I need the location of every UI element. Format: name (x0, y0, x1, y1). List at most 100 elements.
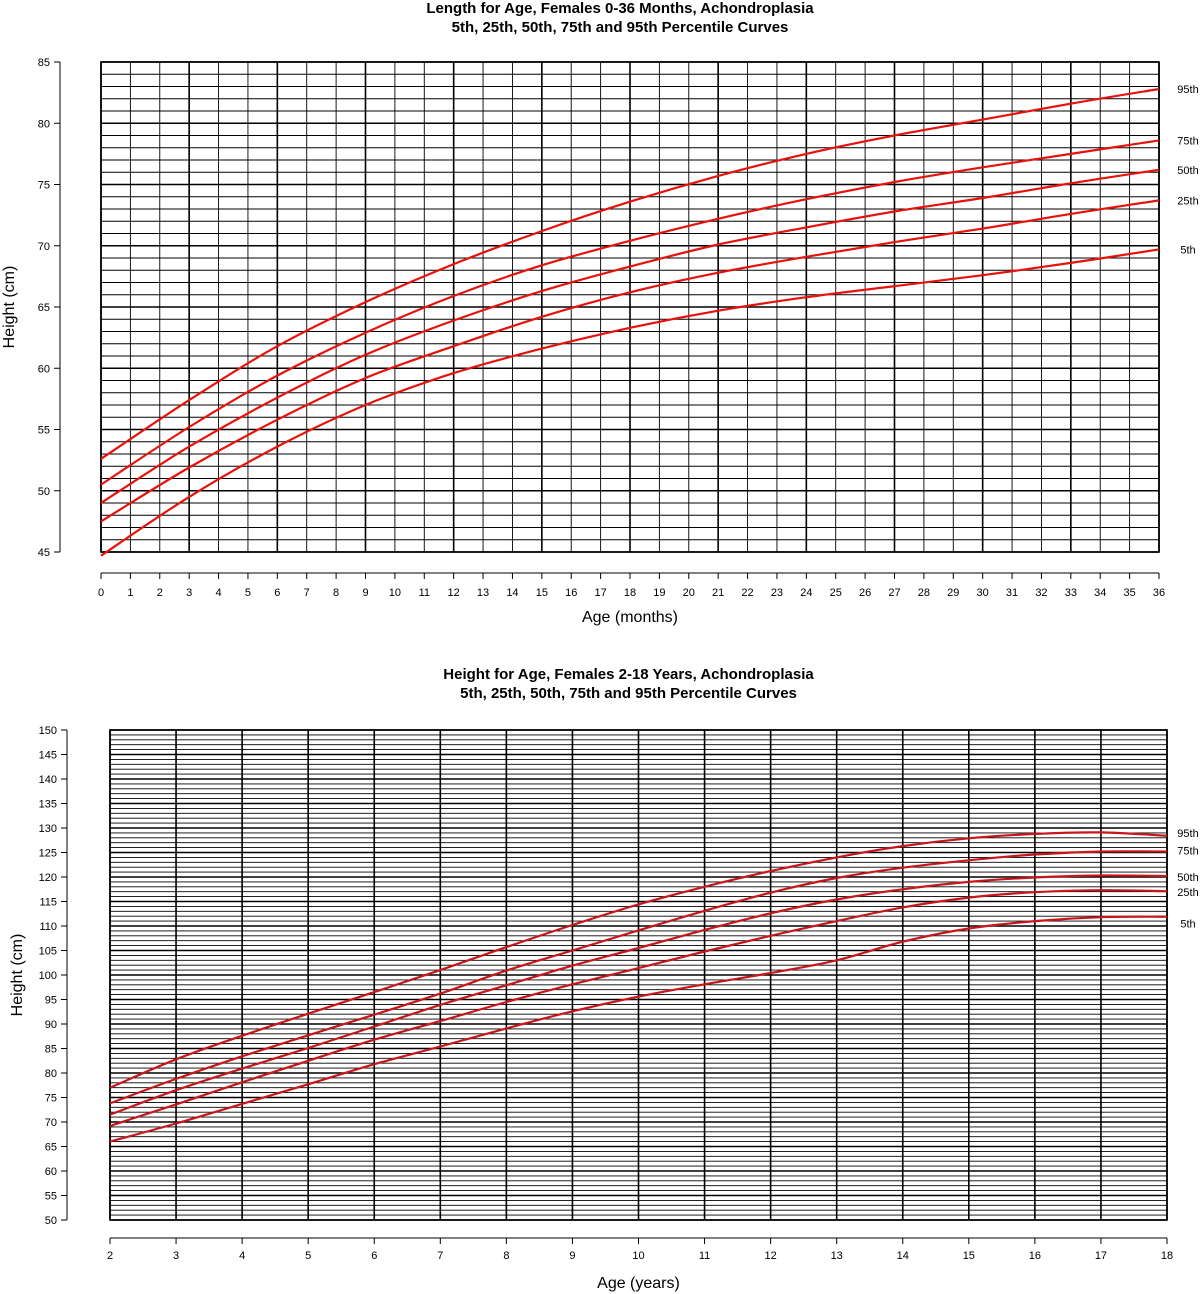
chart-subtitle: 5th, 25th, 50th, 75th and 95th Percentil… (452, 19, 789, 36)
percentile-curve-95th (100, 87, 1160, 460)
x-tick-label: 28 (918, 587, 930, 599)
chart-title: Height for Age, Females 2-18 Years, Acho… (443, 666, 814, 683)
percentile-label-5th: 5th (1180, 244, 1195, 256)
y-tick-label: 135 (39, 799, 57, 811)
x-tick-label: 19 (653, 587, 665, 599)
x-tick-label: 17 (1095, 1250, 1107, 1262)
x-tick-label: 4 (239, 1250, 245, 1262)
x-tick-label: 3 (186, 587, 192, 599)
y-tick-label: 145 (39, 750, 57, 762)
x-tick-label: 12 (765, 1250, 777, 1262)
chart-2: Height for Age, Females 2-18 Years, Acho… (9, 666, 1199, 1292)
chart-subtitle: 5th, 25th, 50th, 75th and 95th Percentil… (460, 685, 797, 702)
y-tick-label: 105 (39, 946, 57, 958)
x-tick-label: 5 (245, 587, 251, 599)
x-tick-label: 36 (1153, 587, 1165, 599)
x-tick-label: 10 (632, 1250, 644, 1262)
y-tick-label: 65 (45, 1142, 57, 1154)
x-axis-label: Age (years) (597, 1275, 680, 1292)
x-tick-label: 15 (536, 587, 548, 599)
y-tick-label: 70 (45, 1117, 57, 1129)
x-tick-label: 14 (897, 1250, 909, 1262)
percentile-curve-75th (109, 850, 1168, 1105)
percentile-label-95th: 95th (1177, 828, 1198, 840)
percentile-curve-5th (109, 915, 1168, 1143)
x-tick-label: 11 (419, 587, 430, 599)
plot-border (100, 61, 1160, 553)
x-tick-label: 1 (127, 587, 133, 599)
x-tick-label: 23 (771, 587, 783, 599)
y-tick-label: 50 (38, 486, 50, 498)
y-tick-label: 60 (45, 1166, 57, 1178)
x-tick-label: 0 (98, 587, 104, 599)
x-tick-label: 18 (1161, 1250, 1173, 1262)
x-tick-label: 24 (800, 587, 812, 599)
x-tick-label: 13 (831, 1250, 843, 1262)
x-tick-label: 7 (304, 587, 310, 599)
x-tick-label: 16 (1029, 1250, 1041, 1262)
y-tick-label: 75 (38, 180, 50, 192)
chart-title: Length for Age, Females 0-36 Months, Ach… (426, 0, 814, 17)
percentile-label-25th: 25th (1177, 887, 1198, 899)
y-tick-label: 55 (45, 1191, 57, 1203)
x-tick-label: 30 (977, 587, 989, 599)
y-tick-label: 70 (38, 241, 50, 253)
x-tick-label: 6 (274, 587, 280, 599)
x-tick-label: 14 (506, 587, 518, 599)
x-tick-label: 8 (333, 587, 339, 599)
percentile-curve-95th (109, 831, 1168, 1089)
percentile-curve-25th (100, 199, 1160, 523)
y-tick-label: 130 (39, 823, 57, 835)
x-tick-label: 8 (503, 1250, 509, 1262)
y-tick-label: 80 (45, 1068, 57, 1080)
y-tick-label: 85 (38, 57, 50, 69)
y-tick-label: 110 (39, 921, 57, 933)
x-axis-label: Age (months) (582, 609, 678, 626)
x-tick-label: 33 (1065, 587, 1077, 599)
x-tick-label: 32 (1035, 587, 1047, 599)
x-tick-label: 9 (362, 587, 368, 599)
x-tick-label: 4 (215, 587, 221, 599)
percentile-curve-75th (100, 139, 1160, 486)
y-tick-label: 65 (38, 302, 50, 314)
y-tick-label: 90 (45, 1019, 57, 1031)
percentile-label-75th: 75th (1177, 846, 1198, 858)
x-tick-label: 5 (305, 1250, 311, 1262)
percentile-curve-50th (109, 874, 1168, 1116)
y-tick-label: 100 (39, 970, 57, 982)
x-tick-label: 34 (1094, 587, 1106, 599)
y-tick-label: 55 (38, 425, 50, 437)
x-tick-label: 6 (371, 1250, 377, 1262)
percentile-label-5th: 5th (1180, 919, 1195, 931)
y-tick-label: 95 (45, 995, 57, 1007)
y-tick-label: 150 (39, 725, 57, 737)
y-tick-label: 50 (45, 1215, 57, 1227)
percentile-label-50th: 50th (1177, 872, 1198, 884)
x-tick-label: 2 (107, 1250, 113, 1262)
percentile-curve-50th (100, 168, 1160, 504)
x-tick-label: 10 (389, 587, 401, 599)
percentile-label-75th: 75th (1177, 135, 1198, 147)
y-tick-label: 80 (38, 118, 50, 130)
x-tick-label: 31 (1006, 587, 1018, 599)
x-tick-label: 35 (1123, 587, 1135, 599)
x-tick-label: 29 (947, 587, 959, 599)
x-tick-label: 21 (712, 587, 724, 599)
x-tick-label: 11 (699, 1250, 710, 1262)
x-tick-label: 7 (437, 1250, 443, 1262)
y-tick-label: 120 (39, 872, 57, 884)
y-tick-label: 115 (39, 897, 57, 909)
x-tick-label: 17 (594, 587, 606, 599)
y-tick-label: 60 (38, 363, 50, 375)
percentile-curve-5th (100, 248, 1160, 557)
x-tick-label: 2 (157, 587, 163, 599)
y-tick-label: 140 (39, 774, 57, 786)
percentile-label-50th: 50th (1177, 165, 1198, 177)
plot-border (109, 729, 1168, 1221)
y-tick-label: 125 (39, 848, 57, 860)
y-axis-label: Height (cm) (9, 934, 26, 1017)
x-tick-label: 13 (477, 587, 489, 599)
x-tick-label: 3 (173, 1250, 179, 1262)
